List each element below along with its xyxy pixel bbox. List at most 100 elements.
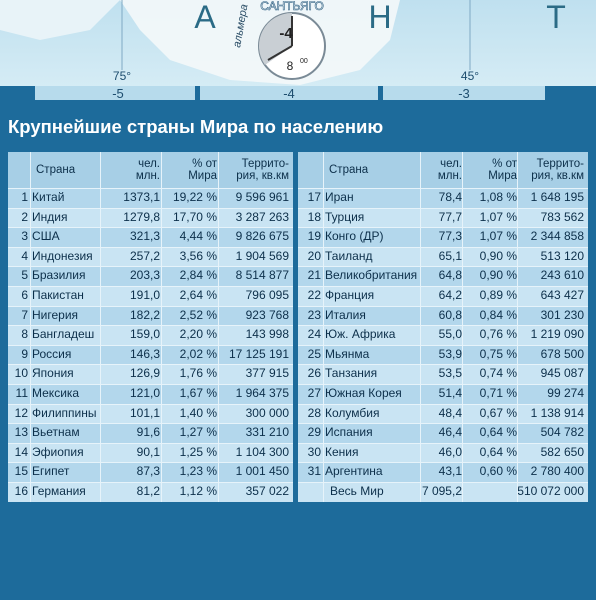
zone-label: -3 (458, 86, 470, 101)
row-bg (8, 207, 293, 228)
table-cell: Германия (32, 484, 86, 498)
map: САНТЬЯГО -4 8 00 А Н Т альмера 75° 45° -… (0, 0, 596, 102)
clock-hour: 8 (287, 59, 294, 73)
header-cell: Страна (329, 164, 369, 176)
table-cell: 1 219 090 (530, 327, 584, 342)
table-cell: 301 230 (540, 307, 584, 322)
table-cell: 26 (307, 366, 321, 381)
table-cell: 21 (307, 268, 321, 283)
table-cell: 1 104 300 (235, 444, 289, 459)
row-bg (8, 344, 293, 365)
column-rule (517, 152, 518, 502)
table-cell: 0,75 % (479, 346, 517, 361)
table-cell: 7 (21, 307, 28, 322)
header-cell: чел. (138, 158, 160, 170)
table-cell: 1,23 % (179, 464, 217, 479)
row-bg (298, 286, 588, 306)
table-cell: 1,27 % (179, 425, 217, 440)
table-cell: 2 344 858 (530, 229, 584, 244)
table-cell: 51,4 (438, 386, 462, 400)
table-cell: 87,3 (136, 464, 160, 479)
column-rule (30, 152, 31, 502)
row-bg (8, 384, 293, 404)
table-cell: 1 904 569 (235, 248, 289, 263)
table-cell: 1,12 % (179, 484, 217, 498)
table-cell: 1,08 % (479, 190, 517, 204)
table-cell: 159,0 (129, 327, 160, 342)
table-cell: 10 (14, 366, 28, 381)
table-cell: 678 500 (540, 346, 584, 361)
table-cell: Вьетнам (32, 425, 80, 440)
table-cell: 257,2 (129, 248, 160, 263)
ice (0, 0, 120, 40)
table-cell: 923 768 (245, 307, 289, 322)
table-cell: 121,0 (129, 386, 160, 400)
table-cell: 24 (307, 327, 321, 342)
table-cell: 99 274 (547, 386, 584, 400)
row-bg (8, 462, 293, 483)
table-cell: 0,64 % (479, 425, 517, 440)
zone-cell (383, 86, 545, 100)
table-cell: 1 001 450 (235, 464, 289, 479)
row-bg (298, 246, 588, 267)
column-rule (218, 152, 219, 502)
table-cell: 0,74 % (479, 366, 517, 381)
table-cell: 796 095 (245, 288, 289, 302)
table-cell: Юж. Африка (325, 327, 396, 342)
table-cell: 30 (307, 444, 321, 459)
table-cell: Конго (ДР) (325, 229, 384, 244)
table-cell: 101,1 (129, 405, 160, 420)
table-cell: 3,56 % (179, 248, 217, 263)
zone-cell (35, 86, 195, 100)
table-cell: 2 (21, 209, 28, 224)
table-cell: 0,71 % (479, 386, 517, 400)
table-cell: 22 (307, 288, 321, 302)
clock-hand (267, 45, 293, 61)
table-cell: 0,60 % (479, 464, 517, 479)
table-cell: 77,7 (438, 209, 462, 224)
table-cell: Южная Корея (325, 386, 402, 400)
table-cell: 65,1 (438, 248, 462, 263)
table-cell: 55,0 (438, 327, 462, 342)
row-bg (298, 325, 588, 346)
table-cell: 31 (307, 464, 321, 479)
table-cell: США (32, 229, 60, 244)
table-cell: 25 (307, 346, 321, 361)
column-rule (161, 152, 162, 502)
table-cell: 11 (15, 386, 28, 400)
table-cell: 18 (307, 209, 321, 224)
row-bg (8, 266, 293, 287)
table-cell: Италия (325, 307, 366, 322)
table-cell: Таиланд (325, 248, 373, 263)
table-cell: 513 120 (540, 248, 584, 263)
row-bg (298, 344, 588, 365)
table-cell: 1373,1 (123, 190, 160, 204)
table-cell: 1,07 % (479, 229, 517, 244)
table-cell: 0,89 % (479, 288, 517, 302)
table-cell: 300 000 (245, 405, 289, 420)
row-bg (8, 227, 293, 248)
table-cell: 90,1 (136, 444, 160, 459)
table-cell: 643 427 (540, 288, 584, 302)
table-cell: Мексика (32, 386, 80, 400)
table-cell: 81,2 (136, 484, 160, 498)
map-letter: Т (546, 0, 566, 35)
header-cell: Террито- (536, 158, 584, 170)
table-cell: 43,1 (438, 464, 462, 479)
table-cell: Кения (325, 444, 359, 459)
table-cell: 4,44 % (179, 229, 217, 244)
table-cell: 2,02 % (179, 346, 217, 361)
table-cell: 14 (14, 444, 28, 459)
table-cell: Нигерия (32, 307, 79, 322)
table-cell: 783 562 (540, 209, 584, 224)
table-cell: 9 (21, 346, 28, 361)
table-cell: 13 (14, 425, 28, 440)
table-cell: 9 826 675 (235, 229, 289, 244)
table-cell: Аргентина (325, 464, 383, 479)
meridian-label: 45° (461, 69, 479, 83)
table-cell: Бангладеш (32, 327, 95, 342)
table-cell: 2 780 400 (530, 464, 584, 479)
row-bg (8, 305, 293, 326)
column-rule (420, 152, 421, 502)
table-cell: 12 (14, 405, 28, 420)
